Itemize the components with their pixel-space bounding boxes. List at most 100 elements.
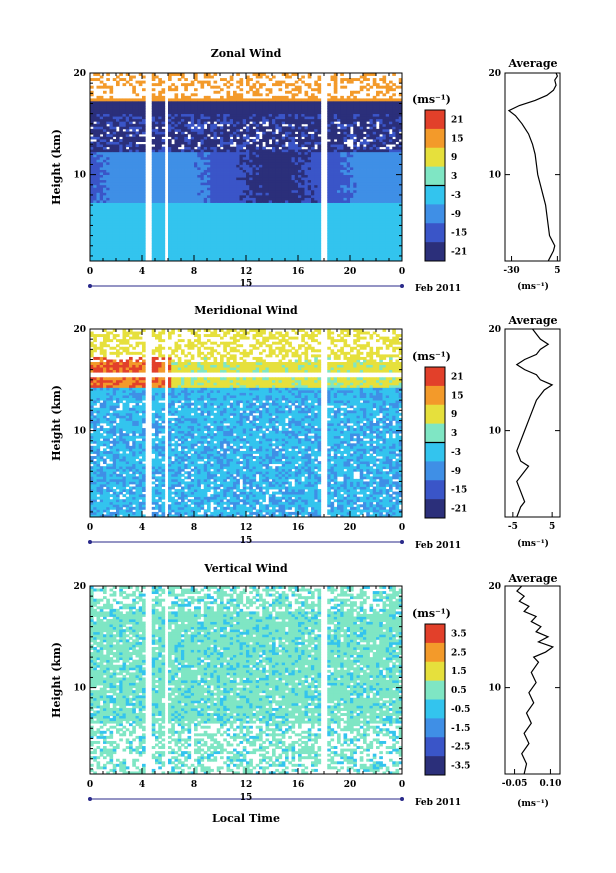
heatmap-cell xyxy=(333,113,338,117)
heatmap-cell xyxy=(239,88,244,92)
heatmap-cell xyxy=(155,100,159,104)
heatmap-cell xyxy=(184,240,188,244)
heatmap-cell xyxy=(181,139,185,142)
heatmap-cell xyxy=(93,167,97,170)
heatmap-cell xyxy=(203,149,208,153)
heatmap-cell xyxy=(223,238,227,242)
heatmap-cell xyxy=(161,141,166,145)
heatmap-cell xyxy=(99,200,104,203)
heatmap-cell xyxy=(112,123,117,127)
heatmap-cell xyxy=(171,118,175,122)
heatmap-cell xyxy=(307,167,312,170)
heatmap-cell xyxy=(138,243,143,247)
heatmap-cell xyxy=(340,78,344,82)
heatmap-cell xyxy=(285,128,289,132)
heatmap-cell xyxy=(307,156,312,160)
heatmap-cell xyxy=(330,146,335,150)
heatmap-cell xyxy=(268,212,273,216)
heatmap-cell xyxy=(301,197,305,201)
heatmap-cell xyxy=(259,245,263,249)
heatmap-cell xyxy=(119,111,123,115)
heatmap-cell xyxy=(116,230,120,234)
heatmap-cell xyxy=(340,215,344,219)
heatmap-cell xyxy=(233,146,237,150)
heatmap-cell xyxy=(239,113,244,117)
heatmap-cell xyxy=(106,139,110,142)
heatmap-cell xyxy=(125,230,130,234)
heatmap-cell xyxy=(99,139,104,142)
heatmap-cell xyxy=(155,177,159,181)
heatmap-cell xyxy=(99,240,104,244)
heatmap-cell xyxy=(288,207,292,211)
heatmap-cell xyxy=(112,197,117,201)
heatmap-cell xyxy=(252,235,257,239)
heatmap-cell xyxy=(138,182,143,186)
heatmap-cell xyxy=(220,141,224,145)
heatmap-cell xyxy=(168,159,172,163)
heatmap-cell xyxy=(155,200,159,203)
heatmap-cell xyxy=(242,217,247,221)
heatmap-cell xyxy=(112,217,117,221)
heatmap-cell xyxy=(119,205,123,209)
heatmap-cell xyxy=(307,85,312,89)
heatmap-cell xyxy=(285,248,289,252)
heatmap-cell xyxy=(151,217,156,221)
heatmap-cell xyxy=(158,220,162,224)
heatmap-cell xyxy=(249,202,253,206)
heatmap-cell xyxy=(177,111,182,115)
heatmap-cell xyxy=(285,177,289,181)
heatmap-cell xyxy=(116,243,120,247)
heatmap-cell xyxy=(220,202,224,206)
heatmap-cell xyxy=(236,212,240,216)
heatmap-cell xyxy=(171,111,175,115)
heatmap-cell xyxy=(135,243,140,247)
heatmap-cell xyxy=(246,90,250,94)
heatmap-cell xyxy=(298,197,302,201)
heatmap-cell xyxy=(259,182,263,186)
heatmap-cell xyxy=(155,133,159,137)
heatmap-cell xyxy=(142,167,146,170)
heatmap-cell xyxy=(346,156,351,160)
heatmap-cell xyxy=(294,243,299,247)
heatmap-cell xyxy=(112,222,117,226)
heatmap-cell xyxy=(294,238,299,242)
heatmap-cell xyxy=(132,220,136,224)
heatmap-cell xyxy=(207,156,211,160)
heatmap-cell xyxy=(122,240,127,244)
heatmap-cell xyxy=(275,184,279,188)
heatmap-cell xyxy=(116,106,120,109)
heatmap-cell xyxy=(278,238,283,242)
heatmap-cell xyxy=(330,149,335,153)
heatmap-cell xyxy=(259,187,263,191)
heatmap-cell xyxy=(112,169,117,173)
heatmap-cell xyxy=(343,85,348,89)
heatmap-cell xyxy=(337,161,341,165)
heatmap-cell xyxy=(285,207,289,211)
heatmap-cell xyxy=(311,245,315,249)
heatmap-cell xyxy=(155,103,159,107)
heatmap-cell xyxy=(294,240,299,244)
heatmap-cell xyxy=(116,149,120,153)
heatmap-cell xyxy=(181,106,185,109)
heatmap-cell xyxy=(268,215,273,219)
heatmap-cell xyxy=(216,118,221,122)
heatmap-cell xyxy=(285,161,289,165)
heatmap-cell xyxy=(174,220,179,224)
heatmap-cell xyxy=(239,230,244,234)
heatmap-cell xyxy=(285,233,289,236)
heatmap-cell xyxy=(132,103,136,107)
heatmap-cell xyxy=(213,164,218,168)
heatmap-cell xyxy=(200,133,205,137)
heatmap-cell xyxy=(236,192,240,196)
heatmap-cell xyxy=(239,98,244,102)
heatmap-cell xyxy=(307,126,312,130)
heatmap-cell xyxy=(96,126,101,130)
heatmap-cell xyxy=(333,156,338,160)
heatmap-cell xyxy=(298,205,302,209)
heatmap-cell xyxy=(275,250,279,254)
heatmap-cell xyxy=(298,230,302,234)
heatmap-cell xyxy=(229,146,234,150)
heatmap-cell xyxy=(317,225,322,229)
heatmap-cell xyxy=(307,225,312,229)
heatmap-cell xyxy=(155,220,159,224)
